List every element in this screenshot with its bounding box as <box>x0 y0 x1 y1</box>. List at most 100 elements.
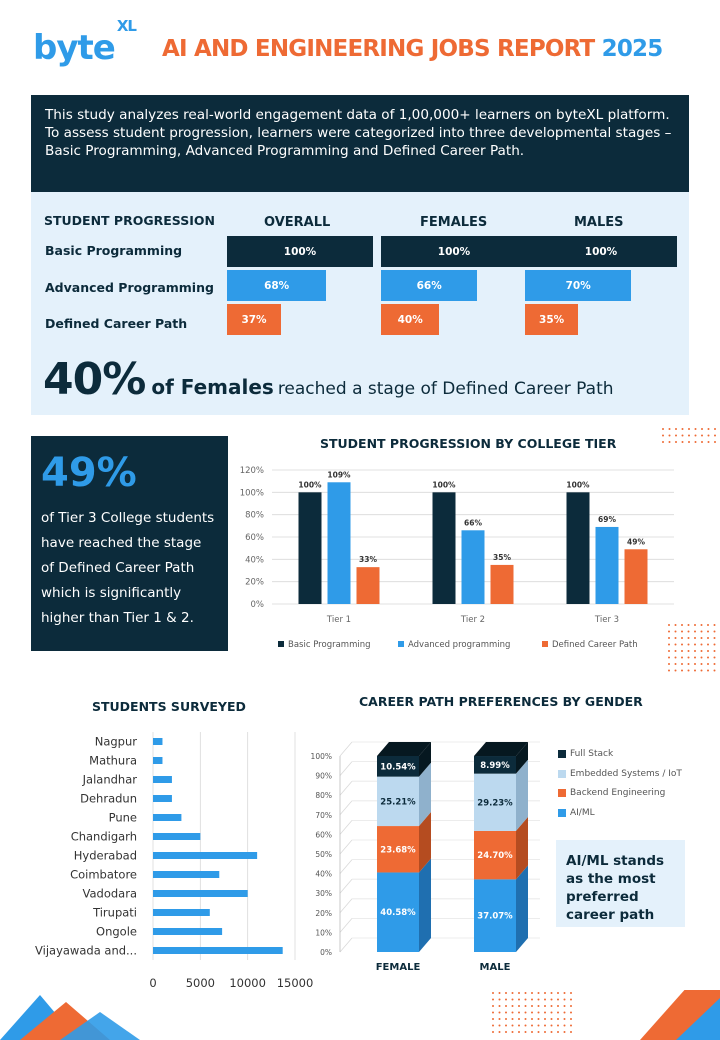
x-tick-label: Tier 2 <box>460 615 485 625</box>
dot <box>668 441 671 443</box>
dot <box>694 669 696 672</box>
career-bar-side <box>419 741 431 777</box>
dot <box>570 1031 572 1033</box>
career-legend: Full Stack Embedded Systems / IoT Backend … <box>558 749 682 827</box>
x-tick-label: 10000 <box>229 976 266 990</box>
students-chart-title: STUDENTS SURVEYED <box>92 699 246 714</box>
x-tick-label: 5000 <box>186 976 215 990</box>
y-tick-label: 10% <box>315 928 332 937</box>
dot <box>511 1031 514 1033</box>
city-bar <box>153 776 172 783</box>
dot <box>537 1005 540 1007</box>
dot <box>524 1005 527 1007</box>
dot <box>662 434 664 437</box>
dot <box>492 998 494 1001</box>
dot <box>511 1024 514 1027</box>
dot <box>524 992 527 994</box>
career-bar-top <box>474 742 528 757</box>
dot <box>694 637 696 639</box>
tier-bar <box>624 549 648 604</box>
dot <box>681 669 683 672</box>
bar-data-label: 100% <box>432 480 456 489</box>
dot <box>557 1018 559 1020</box>
city-label: Ongole <box>96 925 137 939</box>
legend-label: Backend Engineering <box>570 788 666 798</box>
dot <box>570 1011 572 1014</box>
dot <box>681 643 683 646</box>
dot <box>518 998 520 1001</box>
dot <box>544 1005 546 1007</box>
gridline <box>339 937 353 953</box>
dot <box>505 992 507 994</box>
dot <box>674 630 677 633</box>
dot <box>674 669 677 672</box>
dot <box>713 656 716 659</box>
y-tick-label: 90% <box>315 772 332 781</box>
dot <box>675 434 677 437</box>
dot <box>537 992 540 994</box>
progression-bar: 40% <box>381 304 440 335</box>
y-tick-label: 120% <box>240 466 264 476</box>
x-tick-label: 15000 <box>277 976 314 990</box>
dot <box>687 669 690 672</box>
decorative-dots <box>668 624 716 672</box>
dot <box>687 656 690 659</box>
dot <box>687 624 690 626</box>
progression-bar: 100% <box>525 236 677 267</box>
city-label: Dehradun <box>80 792 137 806</box>
dot <box>688 428 690 430</box>
report-title: AI AND ENGINEERING JOBS REPORT 2025 <box>162 36 663 62</box>
dot <box>524 1011 527 1014</box>
dot <box>714 434 716 437</box>
x-tick-label: FEMALE <box>376 962 421 973</box>
dot <box>707 624 709 626</box>
dot <box>700 650 703 652</box>
dot <box>668 669 670 672</box>
dot <box>570 1005 572 1007</box>
career-bar-side <box>419 762 431 827</box>
career-bar-segment <box>377 755 419 777</box>
dot <box>701 441 703 443</box>
dot <box>688 441 690 443</box>
city-bar <box>153 833 201 840</box>
dot <box>511 992 514 994</box>
dot <box>550 1005 553 1007</box>
city-label: Vadodara <box>83 887 137 901</box>
progression-bar: 100% <box>381 236 527 267</box>
dot <box>524 1018 527 1020</box>
city-bar <box>153 814 182 821</box>
tier3-percent: 49% <box>41 450 137 496</box>
career-chart: 0% 10% 20% 30% 40% 50% 60% 70% 80% 90% 100% 40.58% 2… <box>311 741 540 973</box>
career-bar-side <box>419 858 431 952</box>
dot <box>498 1011 501 1014</box>
y-tick-label: 0% <box>320 948 332 957</box>
dot <box>531 1024 533 1027</box>
dot <box>498 1031 501 1033</box>
dot <box>713 650 716 652</box>
tier-bar <box>356 567 380 604</box>
row-label-basic: Basic Programming <box>45 243 183 258</box>
dot <box>681 656 683 659</box>
dot <box>544 1024 546 1027</box>
y-tick-label: 40% <box>245 555 264 565</box>
dot <box>511 1005 514 1007</box>
dot <box>681 637 683 639</box>
legend-swatch <box>558 750 566 758</box>
segment-data-label: 24.70% <box>477 851 513 861</box>
legend-swatch <box>558 789 566 797</box>
column-overall: OVERALL <box>264 215 331 230</box>
dot <box>511 1018 514 1020</box>
career-bar-top <box>377 741 431 756</box>
dot <box>714 441 716 443</box>
dot <box>668 650 670 652</box>
gridline <box>339 741 353 757</box>
x-tick-label: 0 <box>149 976 156 990</box>
career-bar-segment <box>474 773 516 831</box>
decorative-shapes <box>0 990 720 1040</box>
dot <box>505 998 507 1001</box>
career-bar-segment <box>474 879 516 952</box>
bar-data-label: 33% <box>359 555 377 564</box>
dot <box>674 637 677 639</box>
gridline <box>339 820 353 835</box>
y-tick-label: 0% <box>251 600 265 610</box>
